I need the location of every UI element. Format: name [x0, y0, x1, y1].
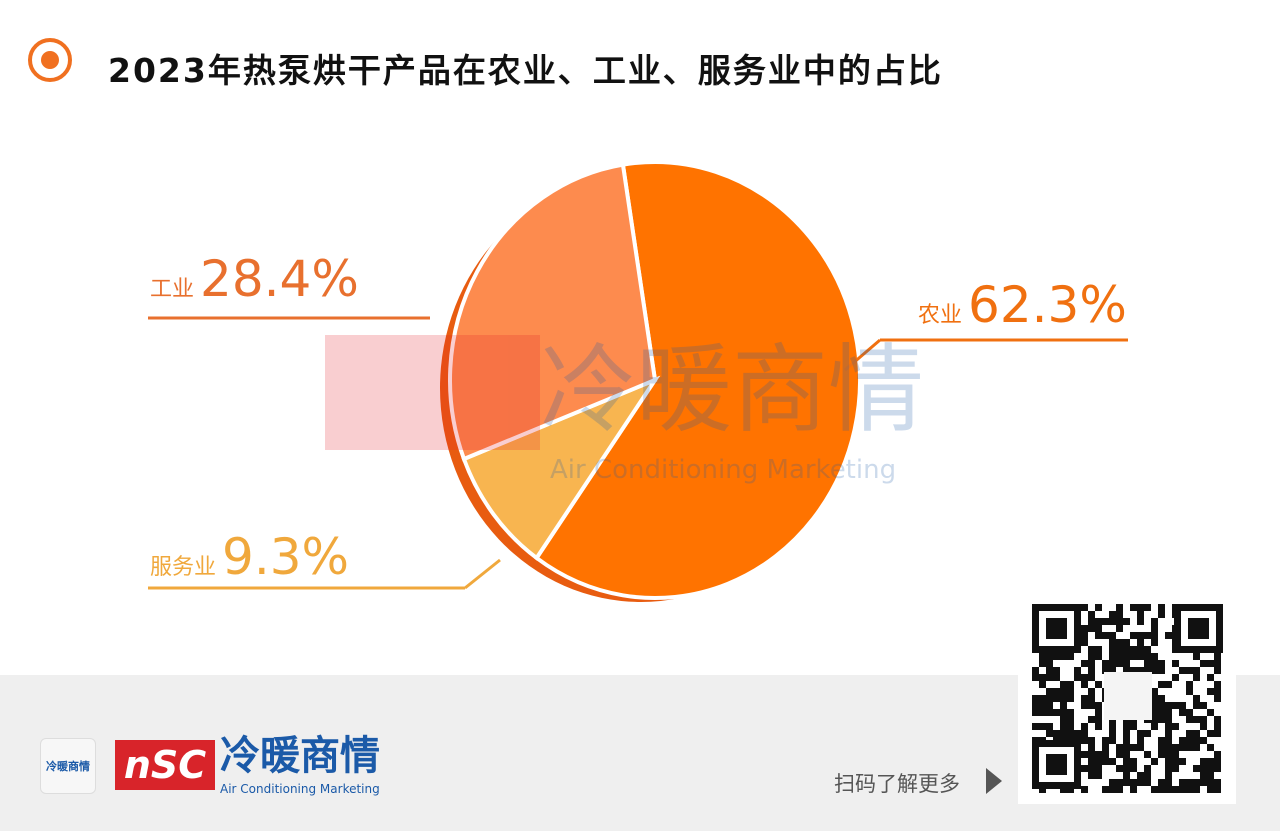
pie-slice-1: [461, 375, 661, 561]
scan-text: 扫码了解更多: [834, 772, 960, 796]
title-bullet-icon: [28, 38, 72, 82]
label-gongye: 工业 28.4%: [150, 250, 359, 308]
qr-code[interactable]: [1018, 590, 1236, 804]
page-title: 2023年热泵烘干产品在农业、工业、服务业中的占比: [108, 51, 943, 90]
leader-line: [844, 338, 881, 372]
arrow-right-icon: [986, 768, 1002, 794]
pie-slice-2: [448, 162, 658, 462]
app-logo: 冷暖商情: [40, 738, 96, 794]
label-nongye: 农业 62.3%: [918, 276, 1127, 334]
leader-line: [464, 558, 501, 590]
label-fuwuye: 服务业 9.3%: [150, 528, 350, 586]
pie-slice-0: [533, 160, 862, 600]
